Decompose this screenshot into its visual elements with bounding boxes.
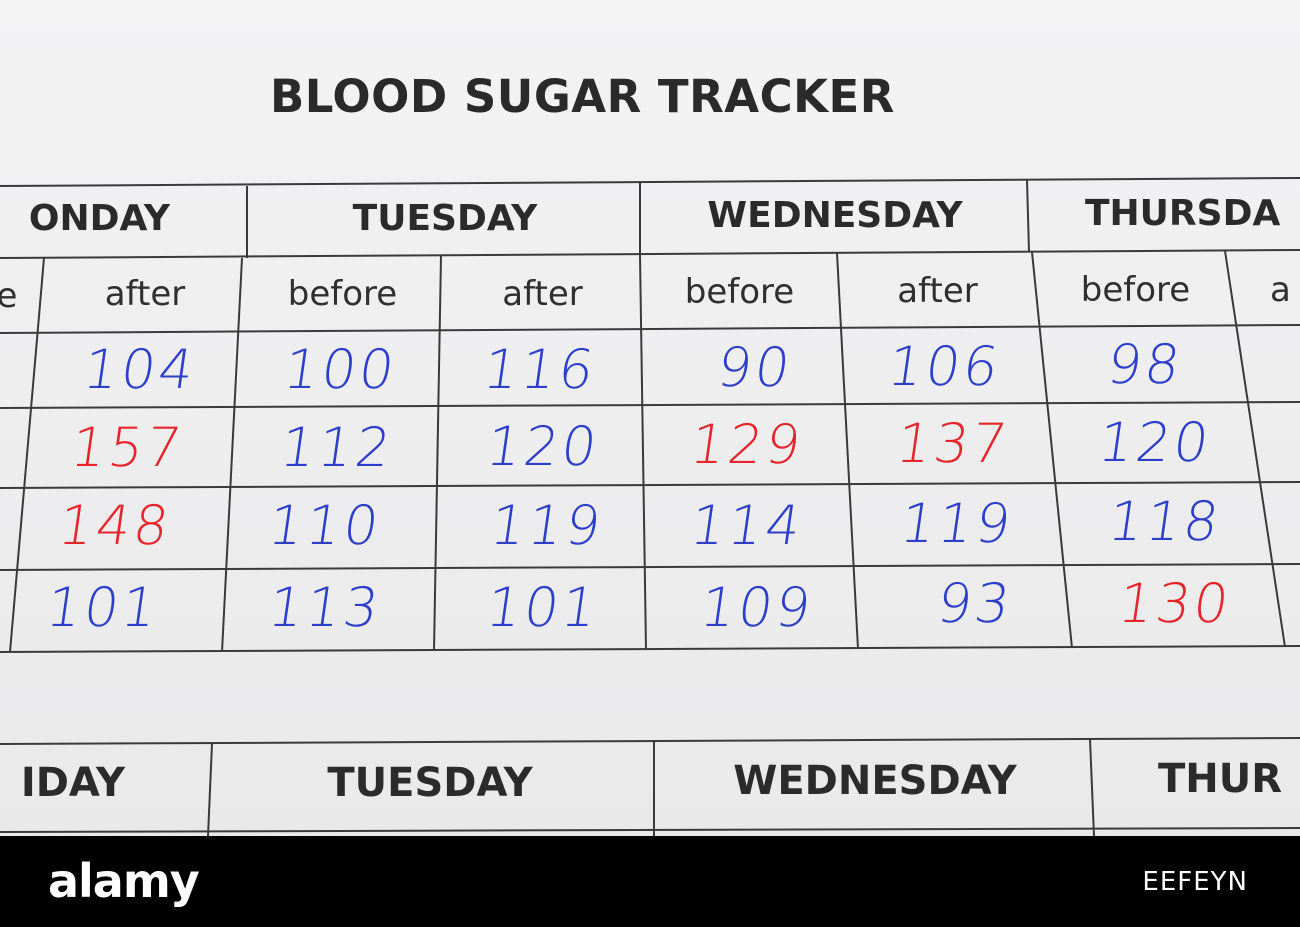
reading-cell: 129 bbox=[686, 413, 808, 476]
day-header-wednesday-lower: WEDNESDAY bbox=[733, 758, 1017, 804]
image-id-label: EEFEYN bbox=[1142, 867, 1248, 897]
reading-cell: 114 bbox=[686, 494, 808, 557]
subheader-after: after bbox=[897, 271, 978, 311]
day-header-thursday-lower: THUR bbox=[1158, 756, 1283, 802]
subheader-after: after bbox=[104, 274, 186, 314]
reading-cell: 119 bbox=[896, 492, 1018, 555]
tracker-sheet: BLOOD SUGAR TRACKER bbox=[0, 0, 1300, 836]
day-header-wednesday: WEDNESDAY bbox=[707, 195, 963, 236]
reading-cell: 98 bbox=[1103, 333, 1187, 396]
reading-cell: 110 bbox=[264, 494, 386, 557]
reading-cell: 113 bbox=[264, 576, 386, 639]
reading-cell: 120 bbox=[1094, 411, 1216, 474]
subheader-after: a bbox=[1270, 270, 1291, 310]
reading-cell: 157 bbox=[67, 416, 188, 479]
reading-cell: 101 bbox=[482, 576, 604, 639]
watermark-bar bbox=[0, 836, 1300, 927]
reading-cell: 100 bbox=[280, 338, 401, 401]
reading-cell: 93 bbox=[933, 572, 1017, 635]
page-title: BLOOD SUGAR TRACKER bbox=[270, 70, 895, 123]
reading-cell: 116 bbox=[479, 338, 601, 401]
reading-cell: 112 bbox=[276, 416, 398, 479]
reading-cell: 137 bbox=[892, 412, 1014, 475]
table-grid bbox=[0, 177, 1300, 836]
reading-cell: 90 bbox=[713, 336, 797, 399]
subheader-before: e bbox=[0, 276, 18, 316]
reading-cell: 118 bbox=[1104, 490, 1226, 553]
subheader-before: before bbox=[684, 272, 795, 312]
subheader-after: after bbox=[502, 274, 583, 314]
day-header-tuesday: TUESDAY bbox=[352, 198, 538, 239]
reading-cell: 119 bbox=[486, 494, 608, 557]
reading-cell: 101 bbox=[42, 576, 164, 639]
day-header-thursday: THURSDA bbox=[1085, 193, 1281, 234]
reading-cell: 109 bbox=[696, 576, 818, 639]
reading-cell: 148 bbox=[54, 494, 176, 557]
reading-cell: 120 bbox=[482, 415, 604, 478]
subheader-before: before bbox=[287, 274, 398, 314]
reading-cell: 130 bbox=[1114, 572, 1236, 635]
reading-cell: 104 bbox=[79, 338, 201, 401]
day-header-monday-lower: IDAY bbox=[20, 760, 125, 806]
day-header-tuesday-lower: TUESDAY bbox=[327, 760, 533, 806]
watermark-logo: alamy bbox=[48, 854, 200, 908]
reading-cell: 106 bbox=[884, 335, 1005, 398]
subheader-before: before bbox=[1080, 270, 1191, 310]
day-header-monday: ONDAY bbox=[28, 198, 170, 239]
